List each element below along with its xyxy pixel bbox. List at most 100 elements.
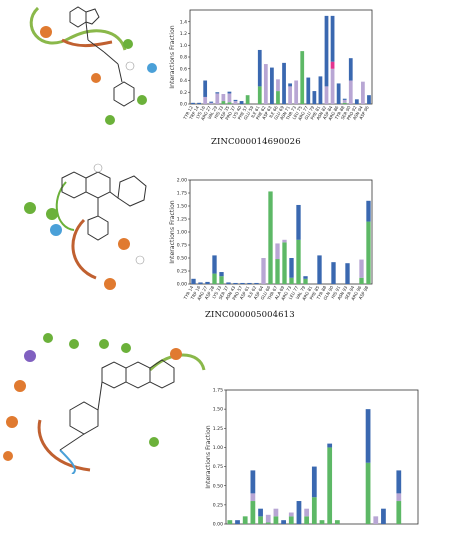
bar-segment-hbond: [268, 191, 273, 284]
bar-segment-hydrophobic: [294, 80, 299, 104]
interaction-fraction-chart-3: 0.00 0.25 0.50 0.75 1.00 1.25 1.50 1.75 Interact…: [205, 388, 419, 528]
y-tick-label: 1.00: [177, 230, 187, 236]
bar-segment-hbond: [342, 102, 347, 104]
bar-segment-hbond: [258, 516, 263, 524]
bar-segment-hydrophobic: [209, 102, 214, 104]
bar-segment-water_bridge: [219, 272, 224, 277]
bar-segment-water_bridge: [365, 409, 371, 463]
y-tick-label: 1.2: [180, 31, 187, 37]
y-tick-label: 0.50: [213, 483, 223, 489]
bar-segment-hbond: [212, 273, 217, 284]
interaction-fraction-chart-1: 0.0 0.2 0.4 0.6 0.8 1.0 1.2 1.4 Interactions Fra…: [169, 9, 373, 122]
bar-segment-water_bridge: [205, 281, 210, 284]
y-tick-label: 1.0: [180, 43, 187, 49]
bar-segment-hydrophobic: [324, 86, 329, 104]
y-tick-label: 1.75: [213, 388, 223, 394]
y-tick-label: 0.25: [177, 269, 187, 275]
x-tick-label: ASP 28: [204, 285, 216, 301]
bar-segment-water_bridge: [191, 102, 195, 104]
bar-segment-hydrophobic: [265, 514, 271, 523]
bar-segment-hydrophobic: [288, 512, 294, 517]
x-tick-label: ILE 66: [268, 105, 279, 119]
bar-segment-water_bridge: [270, 67, 274, 104]
ligand-interaction-diagram-2: [24, 163, 147, 290]
bar-segment-hydrophobic: [250, 493, 256, 502]
bar-segment-hbond: [303, 278, 308, 284]
bar-segment-water_bridge: [198, 282, 203, 284]
bar-segment-water_bridge: [296, 204, 301, 240]
bar-segment-hbond: [250, 501, 256, 524]
y-tick-label: 0.0: [180, 102, 187, 108]
bar-segment-water_bridge: [366, 200, 371, 222]
bar-segment-hbond: [327, 447, 333, 524]
bar-segment-water_bridge: [289, 258, 294, 278]
x-tick-label: PHE 81: [309, 105, 321, 121]
bar-segment-water_bridge: [247, 282, 252, 284]
x-tick-label: LEU 75: [291, 105, 303, 121]
bar-segment-water_bridge: [306, 77, 311, 104]
bar-segment-hbond: [396, 501, 402, 524]
y-axis-label: Interactions Fraction: [205, 425, 212, 489]
bar-segment-hydrophobic: [227, 93, 232, 103]
bar-segment-hbond: [366, 221, 371, 284]
y-tick-label: 0.8: [180, 55, 187, 61]
bar-segment-hbond: [227, 520, 233, 524]
y-tick-label: 0.6: [180, 66, 187, 72]
bar-segment-hydrophobic: [288, 86, 292, 104]
y-tick-label: 1.75: [177, 191, 187, 197]
x-tick-label: ILE 62: [247, 285, 258, 299]
plot-frame: [189, 9, 373, 105]
x-tick-label: HIS 33: [213, 105, 224, 120]
bar-segment-hbond: [334, 520, 340, 524]
bar-segment-water_bridge: [331, 262, 336, 284]
bar-segment-water_bridge: [197, 102, 201, 104]
panel-1: 0.0 0.2 0.4 0.6 0.8 1.0 1.2 1.4 Interactions Fra…: [0, 0, 474, 155]
x-tick-label: SER 37: [218, 285, 230, 301]
bar-segment-water_bridge: [348, 58, 353, 81]
bar-segment-water_bridge: [212, 255, 217, 274]
bar-segment-hbond: [311, 497, 317, 524]
bar-segment-water_bridge: [330, 15, 335, 62]
bar-segment-hydrophobic: [396, 493, 402, 502]
bar-segment-hbond: [245, 95, 250, 104]
y-tick-label: 1.00: [213, 445, 223, 451]
bar-segment-hbond: [288, 516, 294, 524]
bar-segment-water_bridge: [312, 91, 317, 104]
x-tick-label: ASP 84: [322, 105, 334, 121]
bar-segment-hbond: [289, 277, 294, 284]
bar-segment-hbond: [359, 277, 364, 284]
panel-3: 0.00 0.25 0.50 0.75 1.00 1.25 1.50 1.75 Interact…: [0, 330, 474, 528]
y-tick-label: 0.25: [213, 502, 223, 508]
x-tick-label: ASP 64: [253, 285, 265, 301]
y-tick-label: 2.00: [177, 178, 187, 184]
bar-segment-water_bridge: [288, 83, 292, 87]
bar-segment-hydrophobic: [233, 101, 238, 104]
bar-segment-hbond: [265, 522, 271, 524]
x-tick-label: SER 90: [340, 105, 352, 121]
bar-segment-water_bridge: [354, 99, 359, 104]
ligand-interaction-diagram-1: [29, 6, 157, 125]
compound-id-2: ZINC000005004613: [205, 310, 295, 320]
x-tick-label: ASP 98: [358, 285, 370, 301]
bar-segment-water_bridge: [239, 101, 244, 104]
x-tick-label: PHE 85: [309, 285, 321, 301]
x-tick-label: ASP 96: [358, 105, 370, 121]
bar-segment-water_bridge: [191, 278, 196, 284]
bar-segment-hbond: [282, 242, 287, 284]
x-tick-label: VAL 79: [295, 285, 307, 300]
bar-segment-hydrophobic: [203, 96, 208, 104]
y-tick-label: 1.25: [177, 217, 187, 223]
bar-segment-hbond: [219, 276, 224, 284]
bar-segment-hydrophobic: [359, 259, 364, 278]
bar-segment-water_bridge: [281, 520, 286, 524]
y-tick-label: 0.4: [180, 78, 187, 84]
bar-segment-hbond: [319, 520, 325, 524]
bar-segment-hydrophobic: [263, 64, 268, 104]
y-tick-label: 0.00: [213, 522, 223, 528]
y-tick-label: 0.75: [177, 243, 187, 249]
bar-segment-hydrophobic: [276, 79, 280, 92]
interaction-fraction-chart-2: 0.00 0.25 0.50 0.75 1.00 1.25 1.50 1.75 2.00 Inte…: [169, 178, 373, 302]
compound-id-1: ZINC000014690026: [211, 137, 301, 147]
x-tick-label: LEU 77: [288, 285, 300, 301]
bar-segment-hydrophobic: [215, 93, 220, 104]
